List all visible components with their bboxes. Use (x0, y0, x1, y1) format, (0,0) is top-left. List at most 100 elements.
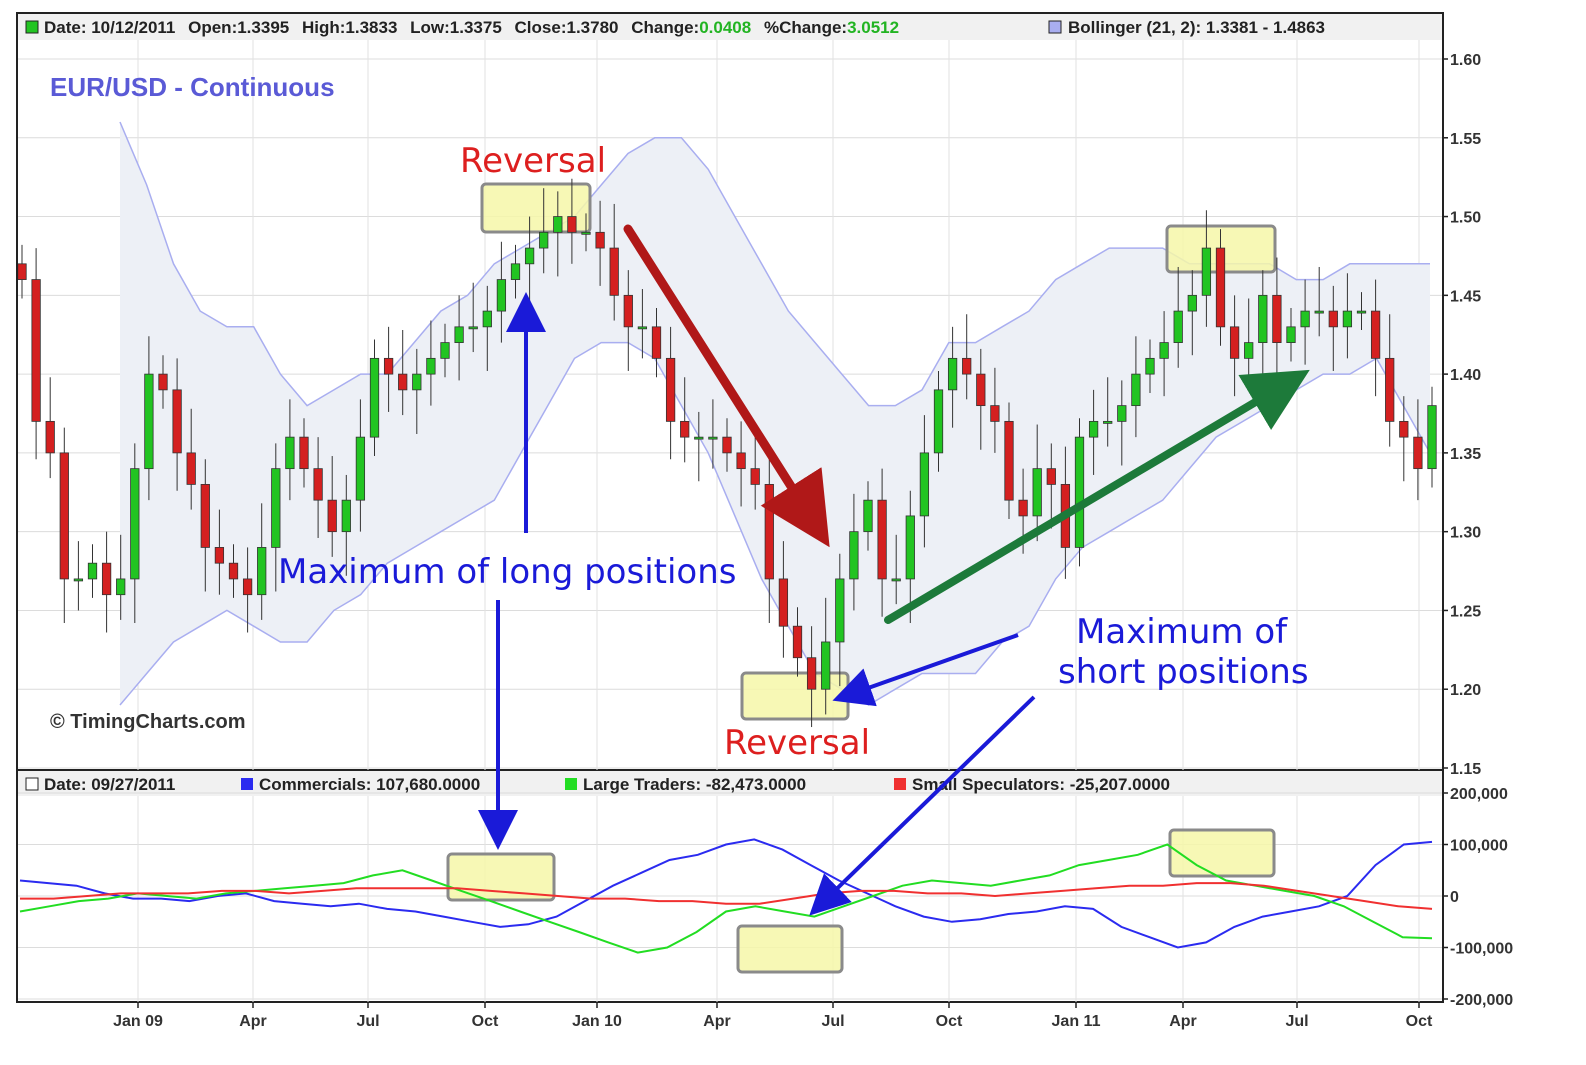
candle-body (454, 326, 464, 344)
candle-body (1314, 310, 1324, 314)
candle-body (962, 357, 972, 375)
arrow-to-bottom-reversal (832, 633, 1019, 707)
cot-y-tick-label: 0 (1450, 889, 1459, 906)
candle-body (891, 578, 901, 582)
candle-body (905, 515, 915, 580)
candle-body (877, 499, 887, 580)
candle-body (1215, 247, 1226, 328)
candle-body (412, 373, 422, 391)
cot-y-axis: 200,000 100,000 0 -100,000 -200,000 (1442, 786, 1513, 1009)
label-reversal-bottom: Reversal (724, 723, 870, 763)
price-y-tick-label: 1.15 (1450, 761, 1481, 778)
candle-body (623, 294, 633, 328)
candle-body (821, 641, 831, 690)
candle-body (1413, 436, 1423, 470)
candle-body (18, 263, 27, 280)
candle-body (496, 279, 507, 312)
candle-body (976, 373, 986, 407)
candle-body (271, 468, 281, 548)
candle-body (849, 531, 859, 580)
candle-body (1117, 405, 1127, 422)
candle-body (637, 326, 648, 330)
candle-body (764, 483, 774, 580)
candle-body (158, 373, 168, 391)
cot-header-large-traders: Large Traders: -82,473.0000 (583, 775, 806, 794)
candle-body (1356, 310, 1367, 314)
candle-body (468, 326, 478, 330)
candle-body (1370, 310, 1381, 359)
x-tick-label: Jul (821, 1013, 844, 1030)
candle-body (228, 562, 239, 580)
candle-body (482, 310, 492, 328)
candle-body (1244, 342, 1254, 359)
candle-body (1004, 420, 1014, 501)
green-up-trend-arrow (884, 369, 1310, 624)
candle-body (750, 468, 760, 485)
price-y-tick-label: 1.25 (1450, 603, 1481, 620)
candle-body (1173, 310, 1183, 344)
candle-body (863, 499, 873, 533)
candle-body (1286, 326, 1296, 344)
x-tick-label: Jan 10 (572, 1013, 622, 1030)
label-reversal-top: Reversal (460, 141, 606, 181)
x-tick-label: Apr (1169, 1013, 1197, 1030)
candle-body (426, 357, 436, 375)
cot-y-tick-label: 200,000 (1450, 786, 1508, 803)
candle-body (651, 326, 662, 359)
candle-body (1187, 294, 1197, 312)
bollinger-band-fill (120, 122, 1430, 705)
candle-body (792, 625, 803, 659)
candle-body (609, 247, 619, 296)
large-traders-legend-swatch (565, 778, 577, 790)
price-y-tick-label: 1.60 (1450, 52, 1481, 69)
candle-body (1131, 373, 1141, 407)
candle-body (1103, 420, 1113, 424)
candle-body (45, 420, 55, 454)
candle-body (778, 578, 789, 627)
candle-body (933, 389, 944, 454)
price-y-tick-label: 1.50 (1450, 210, 1481, 227)
candle-body (806, 657, 817, 690)
x-tick-label: Apr (703, 1013, 731, 1030)
label-max-long: Maximum of long positions (278, 552, 737, 592)
candle-body (1159, 342, 1169, 359)
candle-body (1032, 468, 1042, 517)
candle-body (722, 436, 732, 454)
candle-body (242, 578, 253, 596)
candle-body (510, 263, 521, 280)
candle-body (144, 373, 154, 470)
bollinger-legend-swatch (1048, 20, 1062, 34)
candle-body (313, 468, 323, 501)
candle-body (257, 547, 267, 596)
price-y-tick-label: 1.40 (1450, 367, 1481, 384)
x-tick-label: Jul (356, 1013, 379, 1030)
x-tick-label: Apr (239, 1013, 267, 1030)
candle-body (919, 452, 930, 517)
chart-title: EUR/USD - Continuous (50, 72, 335, 102)
candle-body (87, 562, 98, 580)
price-y-tick-label: 1.55 (1450, 131, 1481, 148)
cot-panel-frame (16, 769, 1444, 1003)
candle-body (539, 231, 549, 249)
label-max-short-line1: Maximum of (1076, 612, 1288, 652)
candle-body (1201, 247, 1212, 296)
candle-body (59, 452, 69, 580)
candle-body (130, 468, 140, 580)
cot-y-tick-label: -100,000 (1450, 941, 1513, 958)
x-tick-label: Oct (472, 1013, 499, 1030)
candle-body (665, 357, 676, 422)
candle-body (595, 231, 605, 249)
candle-body (1046, 468, 1056, 485)
header-change-value: 0.0408 (699, 18, 751, 37)
cot-series-small-speculators (20, 882, 1433, 910)
price-candles (18, 178, 1437, 728)
commercials-legend-swatch (241, 778, 253, 790)
red-down-trend-arrow (623, 224, 830, 548)
candle-body (1074, 436, 1085, 548)
x-axis: Jan 09 Apr Jul Oct Jan 10 Apr Jul Oct Jan 11 Apr J… (113, 1002, 1433, 1030)
bollinger-lower-line (119, 341, 1431, 706)
candle-body (1328, 310, 1338, 328)
price-header-bar (18, 14, 1442, 40)
candle-body (581, 231, 591, 235)
